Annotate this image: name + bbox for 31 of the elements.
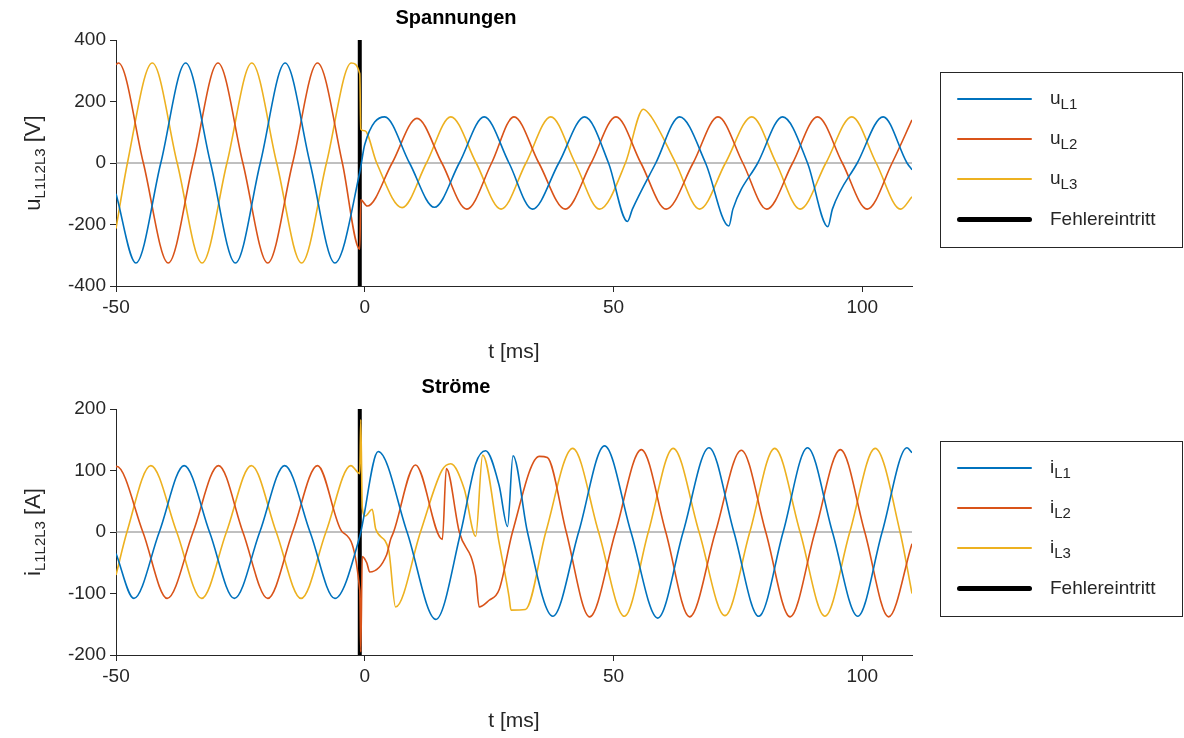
x-tick-label: 50 — [602, 295, 625, 317]
x-tick-label: 100 — [846, 664, 879, 686]
line-series — [116, 62, 912, 264]
x-tick-label: -50 — [102, 295, 130, 317]
legend-label: Fehlereintritt — [1050, 577, 1156, 599]
x-axis-title: t [ms] — [488, 339, 540, 363]
y-tick-label: 0 — [95, 520, 106, 542]
legend-label: i$_{L2}$ — [1050, 495, 1071, 521]
y-tick-label: -200 — [67, 212, 106, 234]
x-tick-label: 100 — [846, 295, 879, 317]
y-tick-label: 400 — [74, 28, 106, 50]
y-tick-label: -400 — [67, 274, 106, 296]
legend-label: i$_{L1}$ — [1050, 455, 1071, 481]
y-tick-label: 200 — [74, 89, 106, 111]
x-tick-label: 50 — [602, 664, 625, 686]
chart-title: Spannungen — [395, 5, 517, 28]
y-tick-label: -200 — [67, 643, 106, 665]
x-tick-label: -50 — [102, 664, 130, 686]
legend-label: i$_{L3}$ — [1050, 535, 1071, 561]
legend-label: u$_{L2}$ — [1050, 126, 1078, 152]
y-tick-label: 100 — [74, 458, 106, 480]
y-tick-label: 200 — [74, 397, 106, 419]
y-tick-label: 0 — [95, 151, 106, 173]
legend-label: u$_{L1}$ — [1050, 86, 1078, 112]
legend-label: Fehlereintritt — [1050, 208, 1156, 230]
chart-title: Ströme — [421, 374, 491, 397]
x-tick-label: 0 — [359, 664, 371, 686]
y-tick-label: -100 — [67, 581, 106, 603]
x-axis-title: t [ms] — [488, 708, 540, 732]
x-tick-label: 0 — [359, 295, 371, 317]
legend-label: u$_{L3}$ — [1050, 166, 1078, 192]
